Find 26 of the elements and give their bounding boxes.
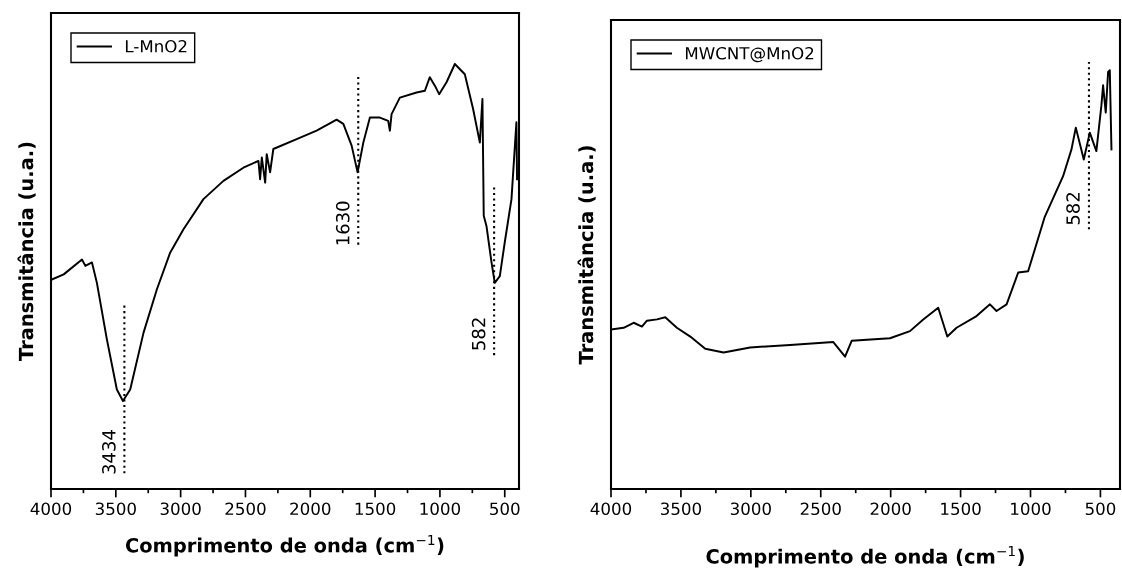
x-tick-label: 3000 xyxy=(160,502,201,516)
x-tick-label: 4000 xyxy=(30,502,72,516)
x-tick-label: 4000 xyxy=(590,502,632,516)
x-axis-title: Comprimento de onda (cm$^{−1}$) xyxy=(706,546,1024,568)
x-axis-title: Comprimento de onda (cm$^{−1}$) xyxy=(125,534,444,557)
x-tick-label: 500 xyxy=(490,502,520,516)
x-tick-label: 3500 xyxy=(660,502,702,516)
y-axis-title: Transmitância (u.a.) xyxy=(17,142,36,361)
x-tick-label: 3000 xyxy=(730,502,771,516)
x-tick-label: 1500 xyxy=(355,502,396,516)
annotation: 1630 xyxy=(335,201,350,245)
x-tick-label: 1000 xyxy=(420,502,461,516)
x-tick-label: 1000 xyxy=(1011,502,1051,516)
y-axis-title: Transmitância (u.a.) xyxy=(577,146,596,365)
annotation: 3434 xyxy=(102,430,116,474)
x-tick-label: 3500 xyxy=(95,502,136,516)
x-tick-label: 1500 xyxy=(941,502,981,516)
annotation: 582 xyxy=(1066,193,1080,225)
x-tick-label: 2000 xyxy=(870,502,911,516)
x-tick-label: 2500 xyxy=(800,502,841,516)
legend-label: L-MnO2 xyxy=(125,39,187,53)
legend-label: MWCNT@MnO2 xyxy=(685,46,814,63)
annotation: 582 xyxy=(471,318,486,350)
x-tick-label: 2000 xyxy=(290,502,331,516)
x-tick-label: 2500 xyxy=(225,502,266,516)
x-tick-label: 500 xyxy=(1085,502,1116,516)
